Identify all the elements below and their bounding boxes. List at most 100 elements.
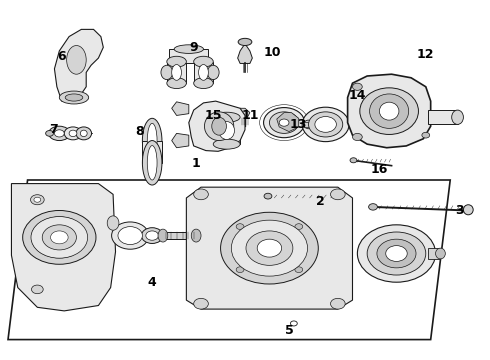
Ellipse shape xyxy=(143,140,162,185)
Bar xyxy=(167,62,186,83)
Text: 4: 4 xyxy=(148,276,156,289)
Ellipse shape xyxy=(112,222,149,249)
Polygon shape xyxy=(172,102,189,116)
Circle shape xyxy=(257,239,282,257)
Bar xyxy=(428,110,458,125)
Text: 5: 5 xyxy=(285,324,294,337)
Ellipse shape xyxy=(80,130,87,136)
Ellipse shape xyxy=(379,102,399,120)
Circle shape xyxy=(231,220,308,276)
Circle shape xyxy=(377,239,416,268)
Circle shape xyxy=(367,232,426,275)
Polygon shape xyxy=(186,187,352,309)
Ellipse shape xyxy=(464,205,473,215)
Circle shape xyxy=(350,158,357,163)
Circle shape xyxy=(291,321,297,326)
Text: 6: 6 xyxy=(57,50,66,63)
Ellipse shape xyxy=(107,216,119,230)
Bar xyxy=(304,122,311,127)
Ellipse shape xyxy=(315,117,336,132)
Ellipse shape xyxy=(270,112,299,134)
Circle shape xyxy=(295,224,303,229)
Ellipse shape xyxy=(49,126,70,140)
Text: 16: 16 xyxy=(370,163,388,176)
Bar xyxy=(194,62,213,83)
Ellipse shape xyxy=(174,45,203,53)
Ellipse shape xyxy=(118,226,143,244)
Circle shape xyxy=(352,83,362,90)
Ellipse shape xyxy=(264,108,305,138)
Bar xyxy=(465,207,471,213)
Polygon shape xyxy=(238,44,252,63)
Ellipse shape xyxy=(161,65,172,80)
Polygon shape xyxy=(235,108,250,117)
Text: 9: 9 xyxy=(189,41,198,54)
Ellipse shape xyxy=(212,117,226,135)
Circle shape xyxy=(331,189,345,200)
Circle shape xyxy=(331,298,345,309)
Text: 8: 8 xyxy=(136,125,144,138)
Ellipse shape xyxy=(54,130,64,137)
Text: 3: 3 xyxy=(456,204,465,217)
Text: 14: 14 xyxy=(348,89,366,102)
Circle shape xyxy=(236,224,244,229)
Polygon shape xyxy=(8,180,450,339)
Polygon shape xyxy=(172,134,189,148)
Circle shape xyxy=(23,211,96,264)
Ellipse shape xyxy=(194,78,213,89)
Circle shape xyxy=(194,298,208,309)
Ellipse shape xyxy=(146,231,159,240)
Text: 2: 2 xyxy=(317,195,325,208)
Circle shape xyxy=(386,246,407,261)
Text: 15: 15 xyxy=(204,109,222,122)
Ellipse shape xyxy=(158,229,168,242)
Polygon shape xyxy=(189,101,245,151)
Ellipse shape xyxy=(172,64,181,80)
Ellipse shape xyxy=(143,118,162,163)
Ellipse shape xyxy=(69,130,77,136)
Ellipse shape xyxy=(191,229,201,242)
Bar xyxy=(143,140,162,163)
Circle shape xyxy=(42,225,76,250)
Text: 10: 10 xyxy=(263,46,281,59)
Ellipse shape xyxy=(452,110,464,125)
Circle shape xyxy=(295,267,303,273)
Ellipse shape xyxy=(213,139,240,149)
Ellipse shape xyxy=(194,56,213,67)
Ellipse shape xyxy=(304,120,314,129)
Circle shape xyxy=(264,193,272,199)
Bar xyxy=(428,248,441,259)
Ellipse shape xyxy=(142,228,163,243)
Ellipse shape xyxy=(360,88,418,134)
Circle shape xyxy=(31,285,43,294)
Circle shape xyxy=(368,204,377,210)
Ellipse shape xyxy=(309,112,343,137)
Text: 1: 1 xyxy=(192,157,200,170)
Text: 11: 11 xyxy=(241,109,259,122)
Circle shape xyxy=(279,119,289,126)
Circle shape xyxy=(357,225,436,282)
Ellipse shape xyxy=(76,127,92,140)
Bar xyxy=(163,232,196,239)
Ellipse shape xyxy=(204,112,234,140)
Ellipse shape xyxy=(198,64,208,80)
Ellipse shape xyxy=(369,94,409,129)
Text: 12: 12 xyxy=(417,48,435,61)
Bar xyxy=(213,117,240,144)
Ellipse shape xyxy=(65,94,83,101)
Circle shape xyxy=(220,212,318,284)
Circle shape xyxy=(194,189,208,200)
Polygon shape xyxy=(347,74,431,148)
Ellipse shape xyxy=(219,122,235,139)
Circle shape xyxy=(422,132,430,138)
Ellipse shape xyxy=(167,78,186,89)
Ellipse shape xyxy=(302,107,349,141)
Ellipse shape xyxy=(59,91,89,104)
Circle shape xyxy=(34,197,41,202)
Circle shape xyxy=(352,134,362,140)
Circle shape xyxy=(46,131,53,136)
Circle shape xyxy=(246,231,293,265)
Circle shape xyxy=(31,217,88,258)
Circle shape xyxy=(236,267,244,273)
Ellipse shape xyxy=(67,45,86,74)
